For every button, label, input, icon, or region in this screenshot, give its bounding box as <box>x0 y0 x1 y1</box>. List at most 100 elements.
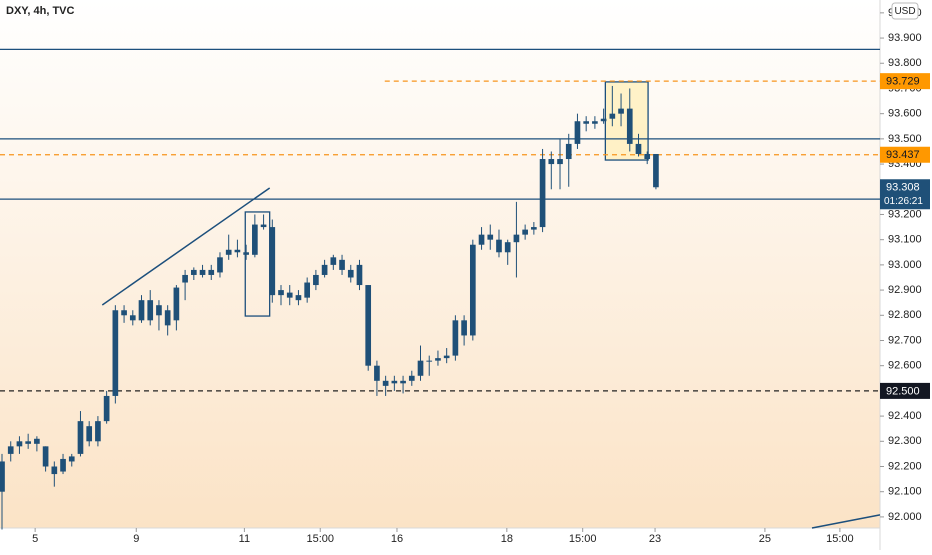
candle-body <box>243 252 249 255</box>
x-tick-label: 11 <box>239 533 250 545</box>
candle-body <box>504 242 511 253</box>
candle-body <box>225 249 232 255</box>
candle-body <box>129 315 136 321</box>
plot-background <box>0 0 880 528</box>
candle-body <box>217 257 223 273</box>
time-axis <box>0 528 880 550</box>
candle-body <box>77 421 84 454</box>
candle-body <box>592 121 598 124</box>
y-tick-label: 92.900 <box>888 284 922 296</box>
y-tick-label: 92.800 <box>888 309 922 321</box>
candle-body <box>347 269 354 278</box>
candle-body <box>304 282 311 298</box>
candle-body <box>147 300 154 321</box>
candle-body <box>112 310 119 396</box>
y-tick-label: 92.100 <box>888 486 922 498</box>
price-label: 93.437 <box>886 149 920 161</box>
price-label-box <box>880 73 930 90</box>
candle-body <box>156 305 162 316</box>
y-tick-label: 93.500 <box>888 133 922 145</box>
box <box>604 81 649 161</box>
x-tick-label: 15:00 <box>569 533 597 545</box>
y-tick-label: 92.200 <box>888 460 922 472</box>
y-tick-label: 93.800 <box>888 57 922 69</box>
price-label-box <box>880 382 930 399</box>
candle-body <box>443 355 450 359</box>
candle-body <box>461 320 467 336</box>
candle-body <box>0 461 5 492</box>
candle-body <box>330 257 337 265</box>
candle-body <box>600 118 607 122</box>
chart-title: DXY, 4h, TVC <box>6 5 75 17</box>
candle-body <box>391 380 398 384</box>
candle-body <box>286 292 293 298</box>
candle-body <box>103 395 110 422</box>
candle-body <box>609 113 616 119</box>
candle-body <box>365 285 372 366</box>
y-tick-label: 93.000 <box>888 259 922 271</box>
y-tick-label: 92.600 <box>888 360 922 372</box>
candle-body <box>626 108 633 144</box>
x-tick-label: 23 <box>649 533 661 545</box>
candle-body <box>496 239 502 253</box>
x-tick-label: 25 <box>759 533 771 545</box>
currency-box <box>891 2 919 20</box>
candle-body <box>95 421 101 442</box>
candle-body <box>68 456 75 462</box>
candle-body <box>321 264 328 275</box>
candle-body <box>653 153 659 188</box>
candle-body <box>487 234 494 240</box>
x-tick-label: 16 <box>391 533 403 545</box>
candle-body <box>234 249 241 253</box>
candle-body <box>252 224 258 255</box>
candle-body <box>339 259 345 270</box>
x-tick-label: 9 <box>133 533 139 545</box>
candle-body <box>208 269 215 275</box>
trend-line <box>101 187 271 306</box>
candle-body <box>452 320 459 356</box>
candle-body <box>548 159 555 165</box>
candle-body <box>635 143 642 154</box>
candle-body <box>121 310 127 316</box>
countdown: 01:26:21 <box>884 196 923 207</box>
candle-body <box>182 274 188 283</box>
candle-body <box>313 274 319 286</box>
candle-body <box>583 121 590 124</box>
candle-body <box>7 446 14 454</box>
candle-body <box>51 466 58 475</box>
x-tick-label: 15:00 <box>306 533 334 545</box>
price-label: 92.500 <box>886 385 920 397</box>
x-tick-label: 18 <box>501 533 513 545</box>
candle-body <box>190 269 197 275</box>
candle-body <box>478 234 485 245</box>
candle-body <box>382 380 389 386</box>
last-price-box <box>880 179 930 210</box>
candle-body <box>644 153 651 160</box>
trend-line <box>811 514 881 529</box>
candle-body <box>356 264 363 286</box>
candle-body <box>278 290 284 296</box>
price-axis <box>880 0 932 550</box>
candle-body <box>199 269 206 275</box>
y-tick-label: 92.700 <box>888 334 922 346</box>
candle-body <box>60 458 66 472</box>
y-tick-label: 92.000 <box>888 511 922 523</box>
candle-body <box>374 365 380 381</box>
y-tick-label: 92.400 <box>888 410 922 422</box>
candle-body <box>435 358 441 361</box>
candle-body <box>531 227 537 230</box>
currency: USD <box>894 6 915 17</box>
candle-body <box>539 159 546 228</box>
candle-body <box>269 227 276 296</box>
candle-body <box>469 244 476 336</box>
price-label: 93.729 <box>886 76 920 88</box>
candle-body <box>417 360 424 376</box>
candle-body <box>400 380 406 384</box>
candle-body <box>426 360 433 362</box>
y-tick-label: 93.100 <box>888 234 922 246</box>
layer <box>0 48 881 530</box>
price-label-box <box>880 146 930 163</box>
candle-body <box>34 438 40 444</box>
candle-body <box>513 234 520 243</box>
